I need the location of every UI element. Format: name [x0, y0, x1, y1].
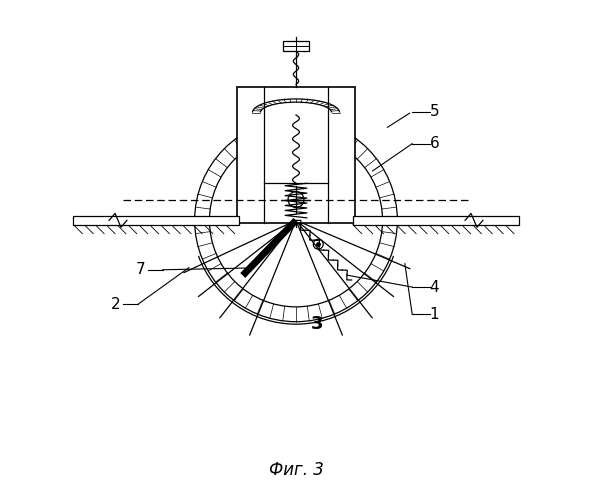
Bar [283, 42, 309, 51]
Text: 2: 2 [111, 297, 120, 312]
Bar [237, 87, 355, 223]
Bar [353, 216, 519, 225]
Text: 1: 1 [430, 307, 439, 322]
Bar [73, 216, 239, 225]
Text: 5: 5 [430, 104, 439, 119]
Text: Фиг. 3: Фиг. 3 [269, 461, 323, 479]
Text: 7: 7 [136, 262, 145, 278]
Text: 4: 4 [430, 280, 439, 294]
Text: 3: 3 [311, 315, 323, 333]
Text: 6: 6 [430, 136, 439, 151]
